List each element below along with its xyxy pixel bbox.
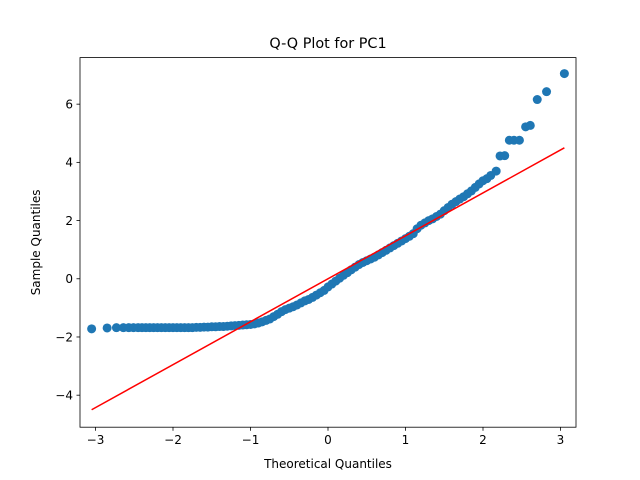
sample-point — [500, 151, 510, 161]
x-tick-label: 0 — [324, 433, 332, 447]
x-tick-label: 3 — [557, 433, 565, 447]
x-tick-label: −3 — [87, 433, 105, 447]
y-tick-label: 4 — [65, 156, 73, 170]
x-tick-label: 1 — [402, 433, 410, 447]
sample-point — [111, 323, 121, 333]
chart-title: Q-Q Plot for PC1 — [269, 36, 386, 52]
y-tick-label: 6 — [65, 97, 73, 111]
sample-point — [491, 166, 501, 176]
y-tick-label: −2 — [55, 330, 73, 344]
sample-point — [514, 135, 524, 145]
reference-line-layer — [91, 147, 565, 411]
sample-points — [87, 69, 569, 334]
x-axis-ticks: −3 −2 −1 0 1 2 3 — [87, 427, 565, 447]
x-axis-label: Theoretical Quantiles — [263, 457, 392, 471]
reference-line — [91, 147, 565, 411]
x-tick-label: −2 — [164, 433, 182, 447]
x-tick-label: 2 — [479, 433, 487, 447]
y-tick-label: 2 — [65, 214, 73, 228]
x-tick-label: −1 — [242, 433, 260, 447]
sample-point — [532, 95, 542, 105]
sample-point — [102, 323, 112, 333]
sample-point — [542, 87, 552, 97]
sample-point — [525, 120, 535, 130]
y-tick-label: −4 — [55, 388, 73, 402]
y-axis-label: Sample Quantiles — [29, 189, 43, 295]
y-axis-ticks: −4 −2 0 2 4 6 — [55, 97, 80, 402]
sample-point — [87, 324, 97, 334]
sample-point — [559, 69, 569, 79]
y-tick-label: 0 — [65, 272, 73, 286]
